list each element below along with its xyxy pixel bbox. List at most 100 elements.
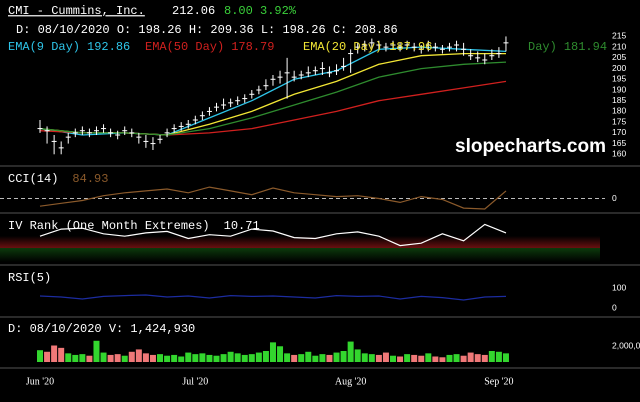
volume-bar [107, 354, 114, 362]
indicator-line [39, 186, 507, 210]
volume-bar [432, 356, 439, 362]
y-tick-label: 210 [612, 41, 626, 51]
symbol: CMI - Cummins, Inc. [8, 4, 145, 18]
panel-title: IV Rank (One Month Extremes) 10.71 [8, 219, 260, 233]
volume-bar [100, 352, 107, 362]
volume-bar [255, 352, 262, 362]
volume-bar [213, 355, 220, 362]
volume-bar [114, 354, 121, 362]
panel-separators [0, 165, 640, 369]
x-tick-label: Jul '20 [182, 376, 208, 387]
volume-bar [58, 347, 65, 362]
volume-bar [298, 354, 305, 362]
ohlc-readout: D: 08/10/2020 O: 198.26 H: 209.36 L: 198… [16, 23, 398, 37]
y-tick-label: 215 [612, 31, 626, 41]
volume-bar [319, 354, 326, 362]
volume-bar [333, 352, 340, 362]
legend-reading: 192.86 [87, 40, 130, 54]
y-tick-label: 160 [612, 149, 626, 159]
volume-bar [312, 355, 319, 362]
volume-bar [460, 355, 467, 362]
volume-bar [354, 349, 361, 362]
legend-name: EMA(20 Day) [303, 40, 382, 54]
x-tick-label: Jun '20 [26, 376, 54, 387]
volume-bar [291, 354, 298, 362]
y-tick-label: 195 [612, 74, 626, 84]
y-tick-label: 0 [612, 193, 617, 203]
volume-bar [495, 351, 502, 362]
volume-bar [192, 354, 199, 362]
volume-bar [157, 354, 164, 362]
volume-bar [234, 353, 241, 362]
volume-bar [51, 345, 58, 362]
legend-entry: EMA(20 Day) 187.96 [303, 40, 432, 54]
panel-title: RSI(5) [8, 271, 51, 285]
y-tick-label: 185 [612, 95, 626, 105]
volume-bar [467, 352, 474, 362]
panel-title-text: RSI(5) [8, 271, 51, 285]
volume-bar [135, 349, 142, 362]
volume-bar [284, 353, 291, 362]
panel-title: CCI(14) 84.93 [8, 172, 108, 186]
legend-name: EMA(9 Day) [8, 40, 80, 54]
volume-bar [241, 354, 248, 362]
x-tick-label: Aug '20 [335, 376, 367, 387]
volume-bar [439, 357, 446, 362]
volume-bar [418, 355, 425, 362]
legend-entry: EMA(50 Day) 178.79 [145, 40, 274, 54]
legend-reading: 181.94 [564, 40, 607, 54]
y-tick-label: 175 [612, 116, 626, 126]
volume-bar [347, 341, 354, 362]
iv-high-band [0, 236, 600, 248]
y-tick-label: 165 [612, 138, 626, 148]
price-change: 8.00 3.92% [224, 4, 297, 18]
volume-bar [149, 354, 156, 362]
volume-bar [93, 340, 100, 362]
legend-entry: Day) 181.94 [528, 40, 607, 54]
volume-bar [72, 354, 79, 362]
y-tick-label: 180 [612, 106, 626, 116]
volume-bar [488, 351, 495, 362]
y-tick-label: 200 [612, 63, 626, 73]
legend-reading: 187.96 [389, 40, 432, 54]
watermark: slopecharts.com [455, 136, 606, 157]
volume-bar [474, 354, 481, 362]
y-tick-label: 0 [612, 302, 617, 312]
volume-bar [375, 354, 382, 362]
volume-bar [178, 356, 185, 362]
volume-bar [142, 353, 149, 362]
y-tick-label: 205 [612, 52, 626, 62]
volume-bar [411, 354, 418, 362]
legend-name: EMA(50 Day) [145, 40, 224, 54]
y-tick-label: 170 [612, 127, 626, 137]
volume-bar [86, 355, 93, 362]
volume-bar [305, 351, 312, 362]
legend-reading: 178.79 [231, 40, 274, 54]
volume-bar [199, 353, 206, 362]
volume-bar [404, 354, 411, 362]
volume-bar [262, 351, 269, 362]
legend-name: Day) [528, 40, 557, 54]
volume-bar [382, 352, 389, 362]
volume-bar [128, 351, 135, 362]
volume-bar [121, 355, 128, 362]
y-tick-label: 100 [612, 282, 626, 292]
panel-title-text: CCI(14) [8, 172, 58, 186]
ema-line [39, 52, 506, 136]
ema-line [39, 46, 507, 136]
volume-bar [206, 354, 213, 362]
volume-bar [453, 354, 460, 362]
volume-bar [37, 350, 43, 362]
volume-bar [446, 354, 453, 362]
x-tick-label: Sep '20 [484, 376, 513, 387]
volume-bar [326, 354, 333, 362]
panel-reading: 10.71 [224, 219, 260, 233]
volume-bar [164, 355, 171, 362]
volume-bar [269, 342, 276, 362]
indicator-line [39, 223, 507, 247]
volume-bar [425, 353, 432, 362]
volume-bar [397, 356, 404, 362]
y-tick-label: 190 [612, 84, 626, 94]
volume-bar [65, 353, 72, 362]
